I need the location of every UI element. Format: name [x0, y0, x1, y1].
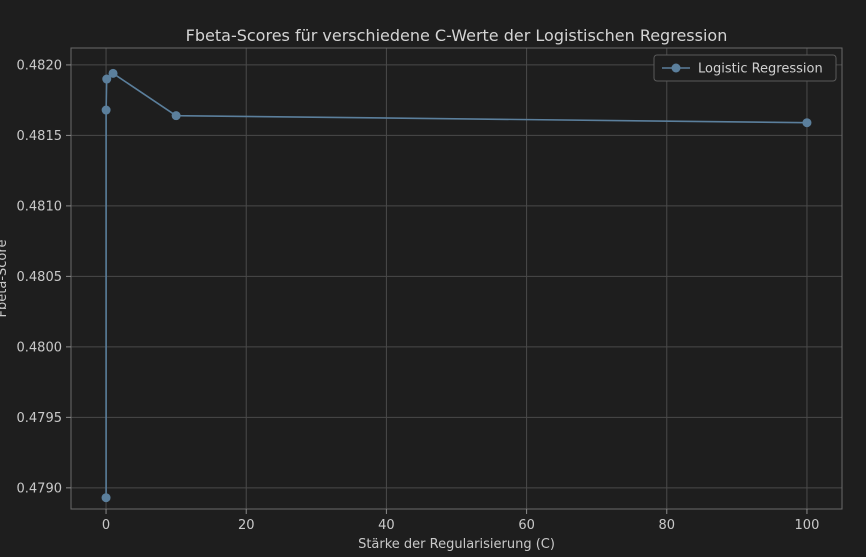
x-tick-label: 0	[102, 518, 110, 533]
x-tick-label: 20	[238, 518, 255, 533]
y-tick-label: 0.4815	[17, 129, 63, 144]
y-tick-label: 0.4800	[17, 340, 63, 355]
series-layer	[101, 68, 812, 503]
chart-title: Fbeta-Scores für verschiedene C-Werte de…	[186, 26, 728, 45]
data-point	[102, 74, 112, 84]
x-tick-label: 80	[658, 518, 675, 533]
legend: Logistic Regression	[653, 54, 837, 82]
y-axis-label: Fbeta-Score	[0, 240, 10, 318]
data-point	[171, 111, 181, 121]
y-tick-label: 0.4820	[17, 58, 63, 73]
plot-frame	[70, 47, 843, 510]
x-tick-label: 60	[518, 518, 535, 533]
grid-lines	[71, 48, 842, 509]
legend-dot-marker	[671, 63, 681, 73]
y-tick-label: 0.4795	[17, 411, 63, 426]
plot-area	[71, 48, 842, 509]
legend-box	[653, 54, 837, 82]
data-point	[802, 118, 812, 128]
legend-entry-label: Logistic Regression	[698, 62, 823, 77]
x-tick-label: 40	[378, 518, 395, 533]
y-tick-label: 0.4810	[17, 199, 63, 214]
x-tick-label: 100	[795, 518, 820, 533]
data-point	[101, 493, 111, 503]
y-tick-label: 0.4805	[17, 270, 63, 285]
data-point	[108, 68, 118, 78]
tick-labels: 0 20 40 60 80 100 0.4790 0.4795 0.4800 0.4805 0.48…	[17, 58, 820, 533]
x-axis-label: Stärke der Regularisierung (C)	[358, 537, 555, 552]
data-point	[101, 105, 111, 115]
y-tick-label: 0.4790	[17, 481, 63, 496]
